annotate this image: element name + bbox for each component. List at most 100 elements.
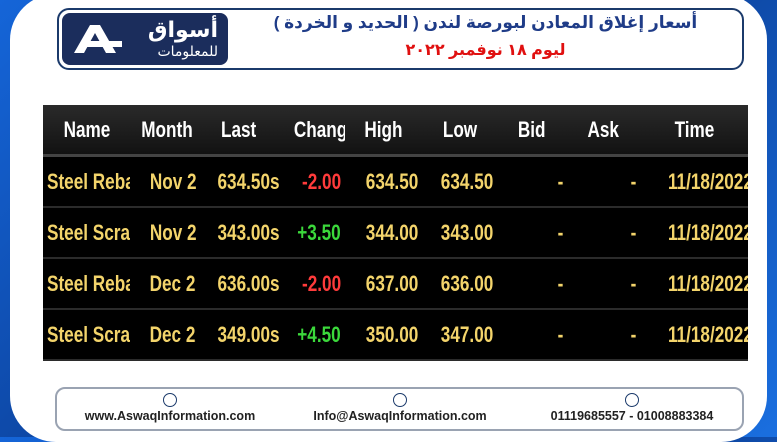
logo-name: أسواق — [147, 17, 218, 42]
footer-email: Info@AswaqInformation.com — [295, 393, 505, 423]
mail-icon — [393, 393, 407, 407]
table-cell: +3.50 — [281, 207, 345, 259]
cell-text: 11/18/2022 — [667, 168, 748, 194]
table-cell: 11/18/2022 — [640, 258, 748, 310]
cell-text: 634.50s — [217, 168, 280, 194]
column-header-text: Last — [220, 116, 257, 142]
header-row: Name Month Last Change High Low Bid Ask Time — [43, 105, 748, 157]
table-cell: -2.00 — [281, 155, 345, 208]
column-header: Bid — [497, 105, 567, 157]
cell-text: 636.00s — [217, 270, 280, 296]
table-row: Steel Rebar Dec 22 636.00s -2.00 637.00 636.0… — [43, 258, 748, 310]
table-cell: Steel Scrap — [43, 207, 130, 259]
column-header: Change — [281, 105, 345, 157]
column-header-text: Bid — [518, 116, 546, 142]
column-header: High — [345, 105, 422, 157]
cell-text: - — [630, 321, 636, 347]
table-cell: - — [497, 155, 567, 208]
column-header: Name — [43, 105, 130, 157]
table-cell: 637.00 — [345, 258, 422, 310]
cell-text: 11/18/2022 — [667, 321, 748, 347]
column-header: Low — [422, 105, 497, 157]
table-row: Steel Scrap Nov 22 343.00s +3.50 344.00 343.0… — [43, 207, 748, 259]
table-cell: 634.50s — [196, 155, 281, 208]
table-cell: 349.00s — [196, 309, 281, 361]
table-cell: 11/18/2022 — [640, 155, 748, 208]
footer: www.AswaqInformation.com Info@AswaqInfor… — [55, 387, 744, 431]
logo-icon — [74, 25, 122, 53]
cell-text: - — [557, 219, 563, 245]
cell-text: Nov 22 — [149, 219, 196, 245]
table-cell: 11/18/2022 — [640, 207, 748, 259]
table-cell: 636.00 — [422, 258, 497, 310]
table-cell: +4.50 — [281, 309, 345, 361]
table-cell: Steel Scrap — [43, 309, 130, 361]
table-cell: 634.50 — [422, 155, 497, 208]
table-cell: - — [497, 258, 567, 310]
cell-text: 347.00 — [440, 321, 494, 347]
cell-text: 11/18/2022 — [667, 219, 748, 245]
column-header: Month — [130, 105, 196, 157]
table-cell: Steel Rebar — [43, 155, 130, 208]
cell-text: 343.00s — [217, 219, 280, 245]
logo-subname: للمعلومات — [157, 43, 218, 59]
column-header: Ask — [567, 105, 640, 157]
cell-text: - — [557, 270, 563, 296]
table-body: Steel Rebar Nov 22 634.50s -2.00 634.50 634.5… — [43, 155, 748, 361]
table-cell: - — [567, 155, 640, 208]
table-cell: -2.00 — [281, 258, 345, 310]
table-cell: - — [497, 207, 567, 259]
cell-text: Steel Scrap — [47, 321, 130, 347]
footer-phone: 01119685557 - 01008883384 — [527, 393, 737, 423]
table-cell: 634.50 — [345, 155, 422, 208]
website-link[interactable]: www.AswaqInformation.com — [84, 409, 256, 423]
cell-text: Steel Scrap — [47, 219, 130, 245]
cell-text: -2.00 — [301, 270, 341, 296]
table-cell: 347.00 — [422, 309, 497, 361]
cell-text: 11/18/2022 — [667, 270, 748, 296]
table-cell: - — [567, 207, 640, 259]
column-header-text: High — [364, 116, 403, 142]
cell-text: 350.00 — [365, 321, 418, 347]
column-header-text: Name — [63, 116, 110, 142]
column-header: Time — [640, 105, 748, 157]
table-cell: Nov 22 — [130, 207, 196, 259]
column-header: Last — [196, 105, 281, 157]
phones: 01119685557 - 01008883384 — [550, 409, 714, 423]
email-link[interactable]: Info@AswaqInformation.com — [313, 409, 487, 423]
cell-text: +3.50 — [297, 219, 341, 245]
globe-icon — [163, 393, 177, 407]
table-row: Steel Scrap Dec 22 349.00s +4.50 350.00 347.0… — [43, 309, 748, 361]
table-cell: Steel Rebar — [43, 258, 130, 310]
table-cell: 636.00s — [196, 258, 281, 310]
column-header-text: Time — [674, 116, 714, 142]
cell-text: - — [630, 270, 636, 296]
cell-text: 349.00s — [217, 321, 280, 347]
cell-text: 637.00 — [365, 270, 418, 296]
price-table: Name Month Last Change High Low Bid Ask Time Ste… — [43, 105, 748, 361]
cell-text: 634.50 — [365, 168, 418, 194]
logo: أسواق للمعلومات — [62, 13, 228, 65]
table-cell: - — [567, 258, 640, 310]
column-header-text: Change — [293, 116, 345, 142]
cell-text: - — [630, 168, 636, 194]
table-cell: Dec 22 — [130, 309, 196, 361]
table-cell: 343.00 — [422, 207, 497, 259]
table-cell: 344.00 — [345, 207, 422, 259]
column-header-text: Low — [442, 116, 477, 142]
cell-text: - — [630, 219, 636, 245]
cell-text: 344.00 — [365, 219, 418, 245]
cell-text: +4.50 — [297, 321, 341, 347]
column-header-text: Ask — [587, 116, 620, 142]
phone-icon — [625, 393, 639, 407]
table-cell: 343.00s — [196, 207, 281, 259]
footer-website: www.AswaqInformation.com — [65, 393, 275, 423]
cell-text: 343.00 — [440, 219, 494, 245]
table-cell: 11/18/2022 — [640, 309, 748, 361]
cell-text: 636.00 — [440, 270, 494, 296]
header-box: أسواق للمعلومات أسعار إغلاق المعادن لبور… — [57, 8, 744, 70]
column-header-text: Month — [141, 116, 193, 142]
date: ليوم ١٨ نوفمبر ٢٠٢٢ — [405, 42, 566, 59]
